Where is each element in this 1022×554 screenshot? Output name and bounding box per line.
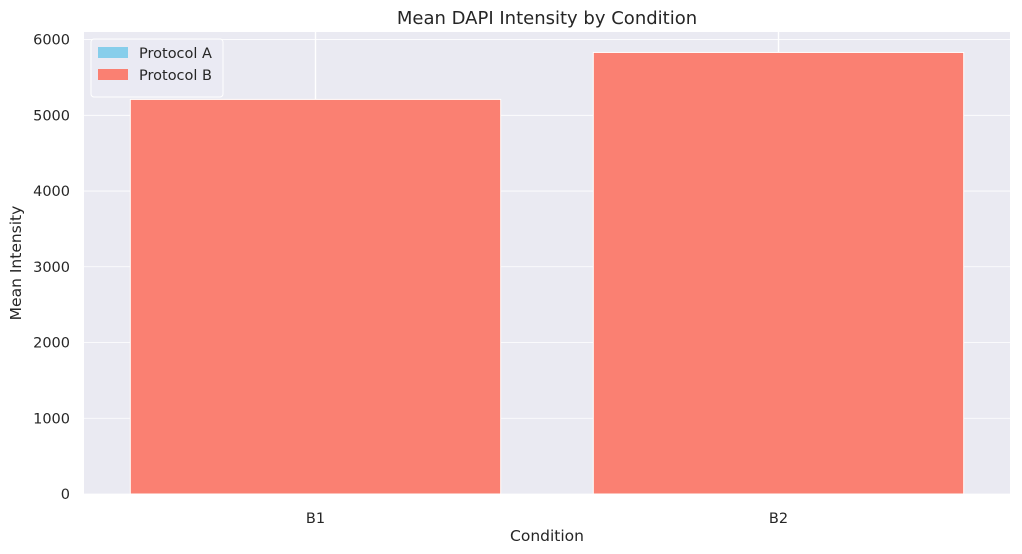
x-axis-label: Condition: [510, 527, 584, 545]
y-tick-label: 3000: [33, 260, 70, 276]
x-tick-label: B1: [306, 511, 325, 527]
y-tick-label: 6000: [33, 33, 70, 49]
y-tick-label: 4000: [33, 184, 70, 200]
legend-entry: Protocol B: [139, 68, 212, 84]
legend-entry: Protocol A: [139, 46, 212, 62]
y-tick-label: 1000: [33, 411, 70, 427]
legend: Protocol A Protocol B: [90, 38, 224, 98]
y-axis-ticks: 0 1000 2000 3000 4000 5000 6000: [33, 33, 70, 503]
bar-b1: [129, 98, 502, 495]
x-tick-label: B2: [769, 511, 788, 527]
y-axis-label: Mean Intensity: [7, 206, 25, 321]
bars: [129, 51, 965, 495]
legend-swatch: [98, 47, 128, 58]
y-tick-label: 5000: [33, 108, 70, 124]
x-axis-ticks: B1 B2: [306, 511, 788, 527]
bar-b2: [592, 51, 965, 495]
legend-swatch: [98, 69, 128, 80]
y-tick-label: 0: [61, 487, 70, 503]
chart-title: Mean DAPI Intensity by Condition: [397, 8, 697, 29]
y-tick-label: 2000: [33, 336, 70, 352]
